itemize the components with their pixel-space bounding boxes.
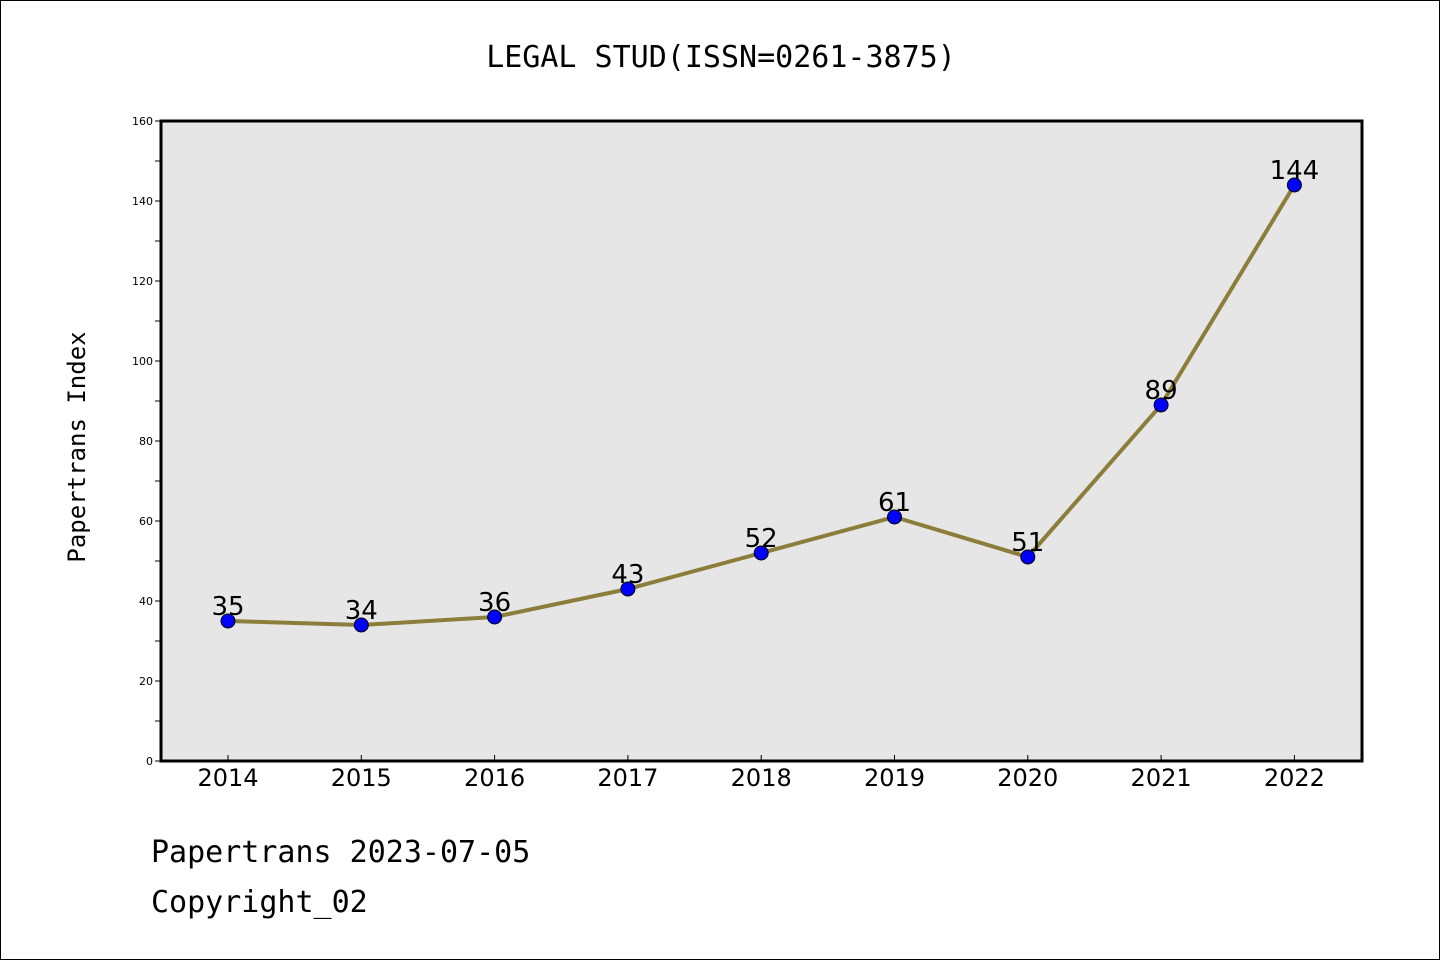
data-point-marker [620,581,636,597]
data-point-marker [1286,177,1302,193]
y-tick-label: 0 [146,755,153,768]
y-tick-label: 100 [132,355,153,368]
x-tick-label: 2021 [1131,764,1192,792]
data-label: 51 [1011,528,1044,558]
x-tick-label: 2022 [1264,764,1325,792]
y-tick-label: 40 [139,595,153,608]
data-label: 36 [478,588,511,618]
x-tick-label: 2017 [597,764,658,792]
x-tick-label: 2018 [731,764,792,792]
y-tick-label: 80 [139,435,153,448]
chart-title: LEGAL STUD(ISSN=0261-3875) [486,40,956,75]
data-point-marker [1153,397,1169,413]
data-label: 34 [345,596,378,626]
data-point-marker [220,613,236,629]
x-axis-ticks: 2014 2015 2016 2017 2018 2019 2020 2021 2022 [197,755,1325,792]
footer-copyright-text: Copyright_02 [151,885,368,920]
data-point-marker [1020,549,1036,565]
data-label: 61 [878,488,911,518]
y-axis-label: Papertrans Index [63,331,91,562]
footer-date-text: Papertrans 2023-07-05 [151,835,531,870]
y-tick-label: 140 [132,195,153,208]
data-point-marker [887,509,902,525]
data-label: 43 [611,560,644,590]
x-tick-label: 2016 [464,764,525,792]
x-tick-label: 2019 [864,764,925,792]
data-point-marker [353,617,369,633]
y-tick-label: 120 [132,275,153,288]
series-layer: 35 34 36 43 52 61 51 89 144 [211,156,1320,633]
y-tick-label: 160 [132,115,153,128]
data-point-marker [753,545,769,561]
y-axis-ticks: 0 20 40 60 80 100 120 140 160 [132,115,161,768]
y-tick-label: 60 [139,515,153,528]
data-point-marker [487,609,503,625]
data-label: 144 [1270,156,1320,186]
plot-area [159,119,1364,763]
data-label: 35 [211,592,244,622]
x-tick-label: 2020 [997,764,1058,792]
y-tick-label: 20 [139,675,153,688]
data-label: 89 [1145,376,1178,406]
data-label: 52 [745,524,778,554]
x-tick-label: 2015 [331,764,392,792]
x-tick-label: 2014 [197,764,258,792]
